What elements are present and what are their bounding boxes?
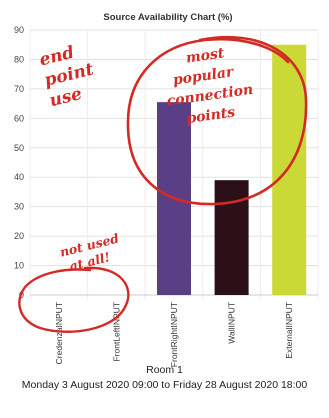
x-tick-label: ExternalINPUT [284, 302, 294, 359]
y-tick-label: 20 [14, 231, 24, 241]
x-axis-labels: CredenzaINPUT FrontLeftINPUT FrontRightINP… [54, 302, 294, 367]
y-tick-label: 80 [14, 54, 24, 64]
y-tick-label: 60 [14, 113, 24, 123]
x-tick-label: FrontLeftINPUT [111, 302, 121, 362]
bar-externalinput [272, 44, 307, 295]
x-tick-label: FrontRightINPUT [169, 302, 179, 367]
circle-unused-inputs [18, 266, 130, 333]
date-range-label: Monday 3 August 2020 09:00 to Friday 28 … [21, 379, 308, 391]
x-tick-label: WallINPUT [227, 302, 237, 344]
annotation-line: most [185, 45, 226, 66]
y-tick-label: 90 [14, 25, 24, 35]
annotation-end-point-use: end point use [37, 38, 106, 112]
room-label: Room 1 [146, 364, 183, 376]
y-tick-label: 70 [14, 84, 24, 94]
annotation-line: points [185, 104, 236, 127]
y-tick-label: 10 [14, 261, 24, 271]
y-tick-label: 50 [14, 143, 24, 153]
y-tick-label: 40 [14, 172, 24, 182]
circle-popular-points [126, 35, 308, 206]
bars [157, 44, 307, 295]
chart-title: Source Availability Chart (%) [103, 12, 232, 23]
y-tick-label: 30 [14, 202, 24, 212]
x-tick-label: CredenzaINPUT [54, 302, 64, 364]
bar-wallinput [214, 180, 249, 295]
